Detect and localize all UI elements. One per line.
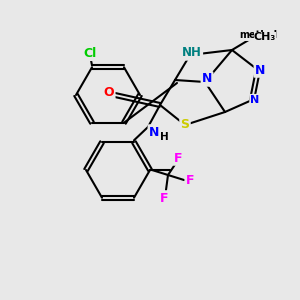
Text: S: S: [181, 118, 190, 131]
Text: F: F: [186, 173, 194, 187]
Text: N: N: [255, 64, 265, 76]
Text: O: O: [104, 85, 114, 98]
Text: NH: NH: [182, 46, 202, 59]
Text: N: N: [149, 125, 159, 139]
Text: H: H: [160, 132, 169, 142]
Text: N: N: [202, 73, 212, 85]
Text: F: F: [174, 152, 182, 164]
Text: CH₃: CH₃: [254, 32, 276, 42]
Text: F: F: [160, 191, 168, 205]
Text: methyl: methyl: [239, 30, 277, 40]
Text: N: N: [250, 95, 260, 105]
Text: Cl: Cl: [83, 47, 97, 60]
